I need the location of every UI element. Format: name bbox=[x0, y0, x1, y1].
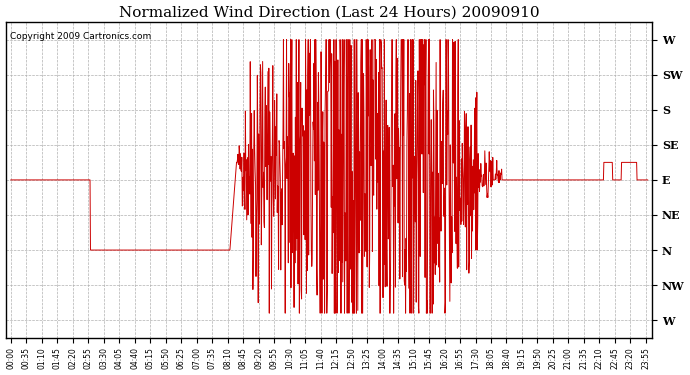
Text: Copyright 2009 Cartronics.com: Copyright 2009 Cartronics.com bbox=[10, 32, 151, 40]
Title: Normalized Wind Direction (Last 24 Hours) 20090910: Normalized Wind Direction (Last 24 Hours… bbox=[119, 6, 540, 20]
